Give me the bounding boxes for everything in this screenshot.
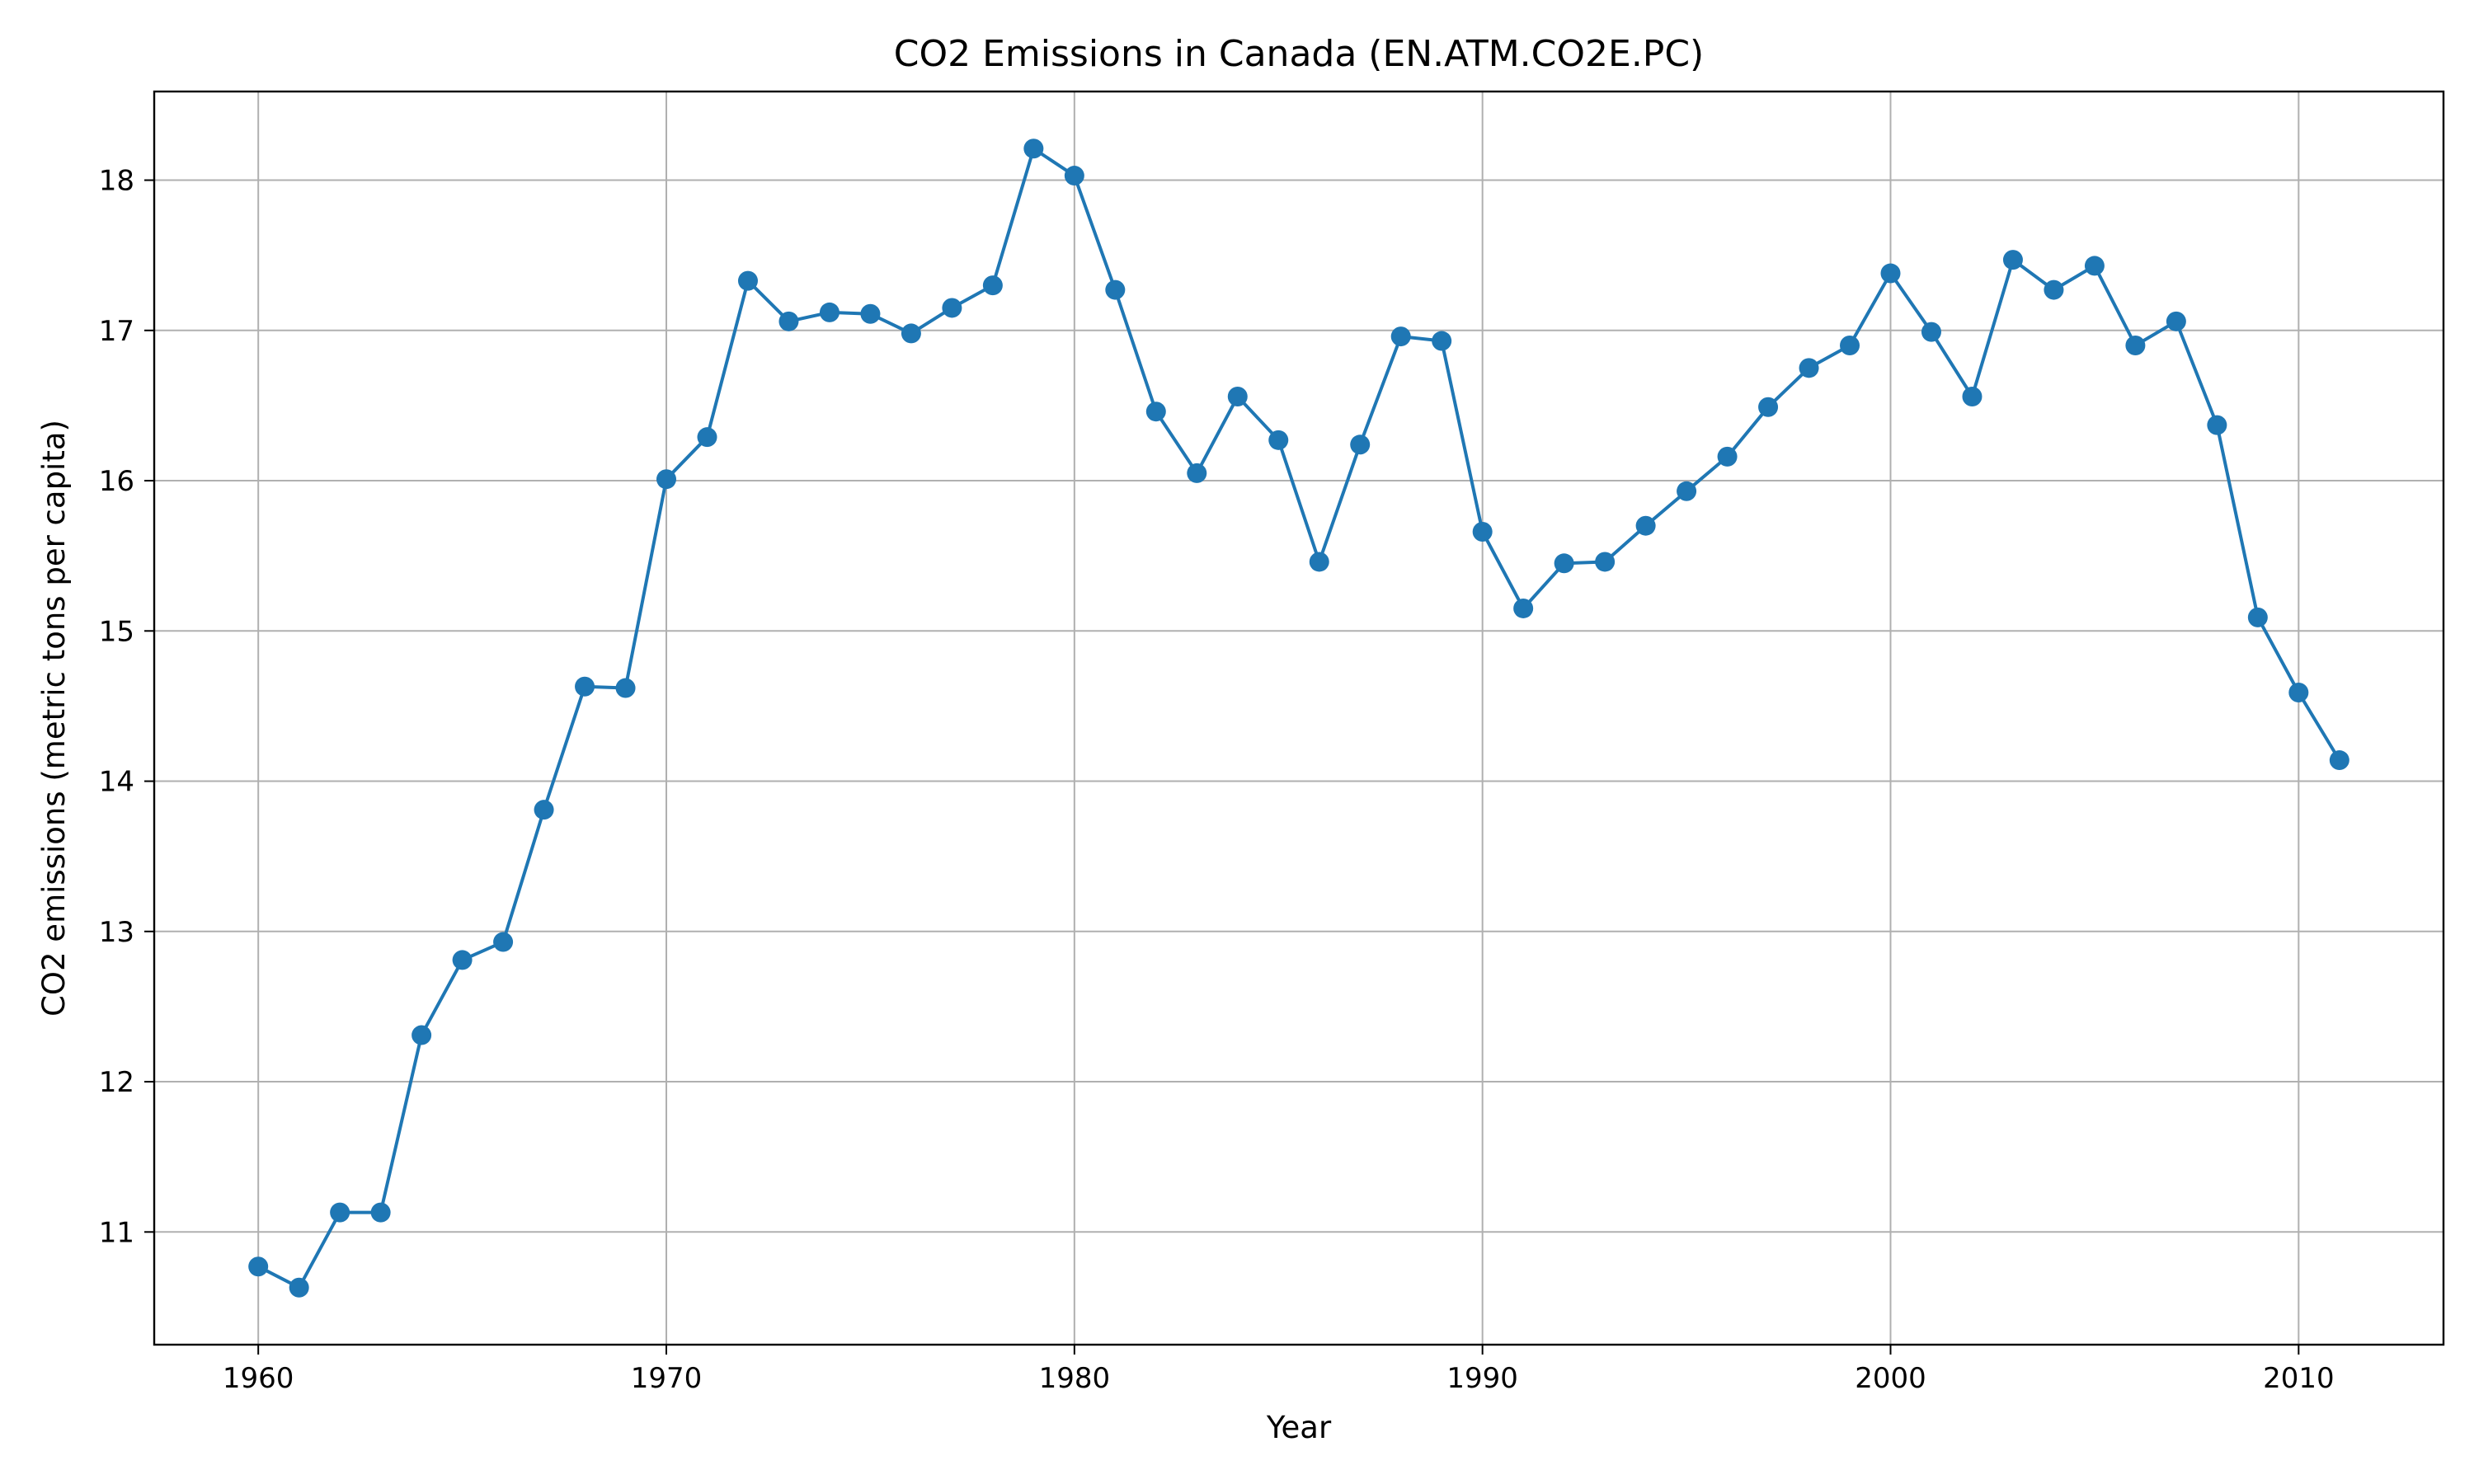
data-point bbox=[1880, 263, 1901, 284]
data-point bbox=[2288, 683, 2309, 703]
data-point bbox=[1105, 279, 1126, 300]
data-point bbox=[2125, 336, 2146, 356]
data-point bbox=[248, 1256, 269, 1277]
plot-frame bbox=[153, 90, 2445, 1346]
data-point bbox=[901, 323, 921, 344]
data-point bbox=[656, 469, 677, 490]
data-point bbox=[1554, 553, 1574, 574]
x-tick-label: 1990 bbox=[1446, 1362, 1518, 1395]
x-tick-label: 2010 bbox=[2263, 1362, 2335, 1395]
y-tick-label: 13 bbox=[99, 916, 134, 949]
data-point bbox=[2044, 279, 2064, 300]
data-point bbox=[370, 1202, 391, 1223]
y-tick-label: 18 bbox=[99, 165, 134, 198]
series-group bbox=[248, 139, 2349, 1298]
chart-title: CO2 Emissions in Canada (EN.ATM.CO2E.PC) bbox=[894, 33, 1704, 75]
data-point bbox=[1064, 166, 1084, 186]
data-point bbox=[1717, 446, 1738, 467]
y-tick-label: 14 bbox=[99, 766, 134, 799]
data-point bbox=[982, 275, 1003, 296]
data-point bbox=[330, 1202, 350, 1223]
y-tick-label: 17 bbox=[99, 315, 134, 348]
data-point bbox=[860, 303, 881, 324]
data-point bbox=[2247, 607, 2268, 627]
data-point bbox=[1268, 430, 1289, 450]
data-point bbox=[1921, 322, 1941, 342]
data-point bbox=[615, 678, 636, 698]
y-tick-label: 11 bbox=[99, 1216, 134, 1249]
data-point bbox=[942, 298, 962, 318]
y-tick-label: 16 bbox=[99, 465, 134, 498]
data-point bbox=[1513, 598, 1534, 618]
y-tick-label: 12 bbox=[99, 1066, 134, 1099]
data-point bbox=[575, 676, 595, 697]
data-point bbox=[1390, 326, 1411, 347]
y-axis-label: CO2 emissions (metric tons per capita) bbox=[36, 420, 72, 1017]
data-point bbox=[1227, 386, 1248, 406]
data-point bbox=[2084, 256, 2105, 276]
data-point bbox=[1145, 402, 1166, 422]
data-point bbox=[819, 302, 840, 322]
data-point bbox=[2329, 750, 2349, 771]
data-point bbox=[289, 1277, 309, 1298]
grid bbox=[154, 92, 2443, 1345]
x-tick-label: 2000 bbox=[1855, 1362, 1926, 1395]
data-point bbox=[1350, 434, 1371, 455]
data-point bbox=[1635, 515, 1656, 536]
data-point bbox=[493, 932, 514, 952]
data-point bbox=[1023, 139, 1044, 159]
data-point bbox=[534, 800, 554, 820]
data-point bbox=[1840, 336, 1860, 356]
x-axis-label: Year bbox=[1266, 1410, 1332, 1445]
data-point bbox=[2207, 415, 2227, 435]
data-point bbox=[452, 950, 473, 970]
data-point bbox=[1187, 463, 1207, 483]
data-point bbox=[1758, 397, 1779, 417]
data-point bbox=[1595, 552, 1616, 572]
x-tick-label: 1980 bbox=[1039, 1362, 1111, 1395]
data-point bbox=[1472, 522, 1493, 542]
data-point bbox=[1677, 481, 1697, 501]
x-tick-label: 1970 bbox=[631, 1362, 703, 1395]
x-tick-label: 1960 bbox=[223, 1362, 294, 1395]
data-point bbox=[1432, 331, 1452, 351]
data-point bbox=[2166, 311, 2186, 331]
data-point bbox=[412, 1025, 432, 1045]
data-point bbox=[778, 311, 799, 331]
data-point bbox=[1799, 358, 1819, 378]
data-point bbox=[1309, 552, 1329, 572]
axis-ticks: 1960 1970 1980 1990 2000 2010 11 12 13 14 15 16 17 18 bbox=[99, 165, 2335, 1395]
y-tick-label: 15 bbox=[99, 615, 134, 648]
data-point bbox=[1962, 386, 1982, 406]
series-line bbox=[256, 147, 2341, 1289]
data-point bbox=[697, 427, 717, 448]
data-point bbox=[737, 270, 758, 291]
data-point bbox=[2002, 250, 2023, 270]
